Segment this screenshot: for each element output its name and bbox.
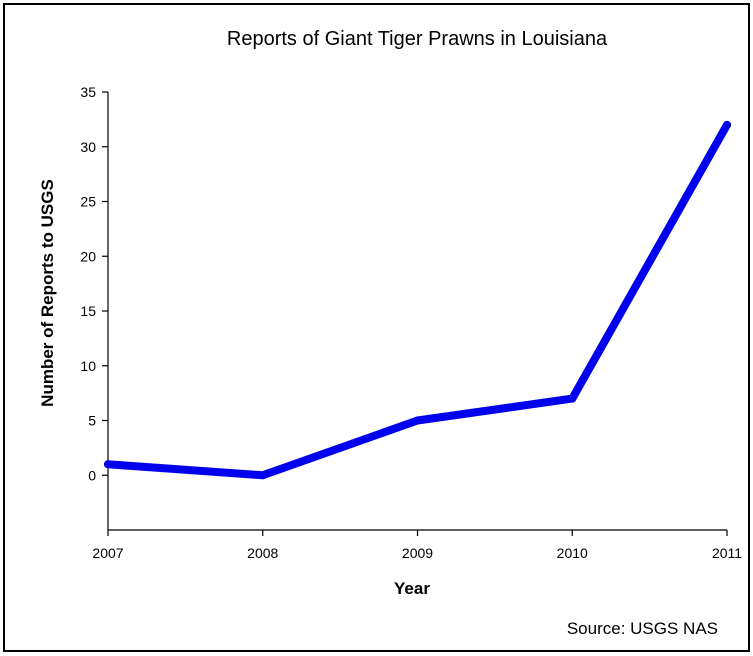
y-tick-label: 15 — [80, 303, 96, 319]
chart-frame — [3, 3, 750, 652]
y-axis-label: Number of Reports to USGS — [38, 179, 57, 407]
data-point — [413, 416, 422, 425]
x-tick-label: 2008 — [247, 545, 278, 561]
y-tick-label: 25 — [80, 194, 96, 210]
series-group — [104, 120, 731, 480]
x-tick-label: 2007 — [92, 545, 123, 561]
x-tick-label: 2011 — [712, 545, 742, 561]
data-point — [104, 460, 112, 469]
data-point — [723, 120, 731, 129]
data-point — [258, 471, 267, 480]
axes — [107, 92, 727, 531]
y-tick-label: 10 — [80, 358, 96, 374]
chart-title: Reports of Giant Tiger Prawns in Louisia… — [227, 28, 608, 50]
x-ticks: 2007 2008 2009 2010 2011 — [92, 530, 742, 561]
y-tick-label: 35 — [80, 84, 96, 100]
y-ticks: 0 5 10 15 20 25 30 35 — [80, 84, 108, 483]
data-point — [568, 394, 577, 403]
x-tick-label: 2009 — [402, 545, 433, 561]
y-tick-label: 5 — [88, 413, 96, 429]
x-axis-label: Year — [394, 579, 430, 598]
y-tick-label: 0 — [88, 467, 96, 483]
y-tick-label: 20 — [80, 248, 96, 264]
x-tick-label: 2010 — [557, 545, 588, 561]
y-tick-label: 30 — [80, 139, 96, 155]
source-note: Source: USGS NAS — [567, 619, 718, 638]
